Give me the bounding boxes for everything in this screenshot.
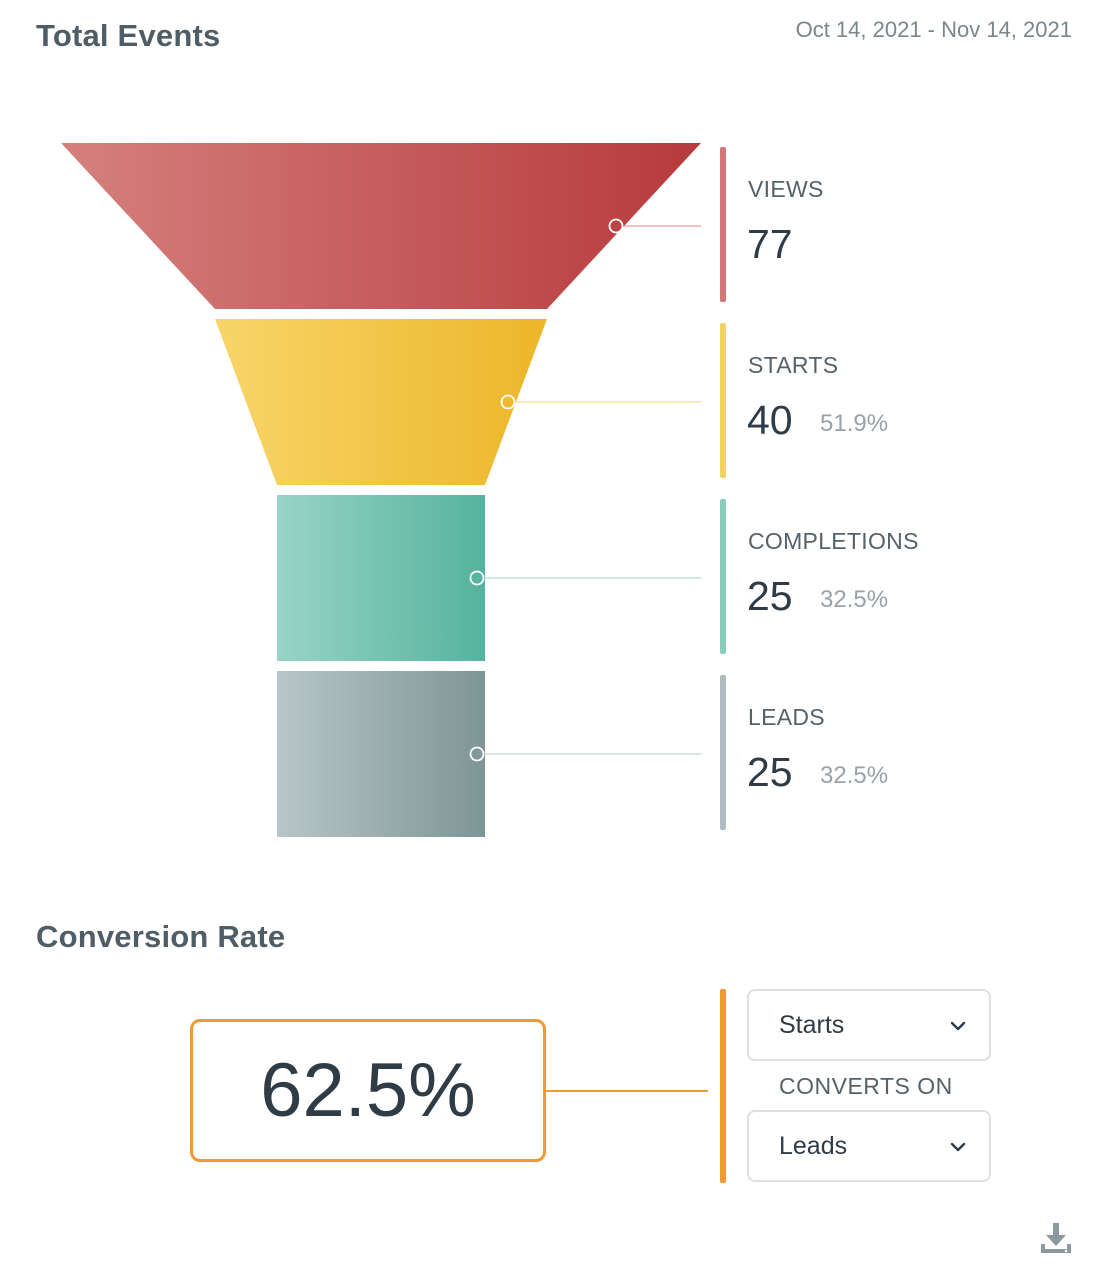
stage-label: COMPLETIONS (748, 528, 919, 554)
stage-label: VIEWS (748, 176, 824, 202)
to-stage-select[interactable]: Leads (747, 1110, 991, 1182)
rate-accent-bar (720, 989, 726, 1183)
conversion-rate-value: 62.5% (190, 1019, 546, 1162)
funnel-segment-starts[interactable] (215, 319, 547, 485)
stage-color-bar (720, 499, 726, 654)
funnel-segment-leads[interactable] (277, 671, 485, 837)
stage-stat-starts: STARTS 40 51.9% (720, 323, 1080, 481)
stage-label: LEADS (748, 704, 825, 730)
stage-percent: 32.5% (820, 586, 889, 613)
funnel-segment-completions[interactable] (277, 495, 485, 661)
conversion-rate-title: Conversion Rate (36, 919, 286, 954)
stage-percent: 51.9% (820, 410, 889, 437)
funnel-chart (61, 143, 701, 837)
stage-color-bar (720, 147, 726, 302)
stage-stat-completions: COMPLETIONS 25 32.5% (720, 499, 1080, 657)
funnel-marker-completions (469, 570, 485, 586)
to-stage-selected: Leads (779, 1131, 848, 1160)
rate-connector-line (546, 1090, 708, 1092)
total-events-title: Total Events (36, 18, 221, 53)
stage-stat-leads: LEADS 25 32.5% (720, 675, 1080, 833)
stage-color-bar (720, 323, 726, 478)
stage-color-bar (720, 675, 726, 830)
stage-value: 25 (747, 749, 793, 795)
converts-on-label: CONVERTS ON (779, 1073, 953, 1099)
download-icon[interactable] (1038, 1220, 1074, 1256)
date-range[interactable]: Oct 14, 2021 - Nov 14, 2021 (795, 17, 1072, 42)
funnel-marker-leads (469, 746, 485, 762)
funnel-segment-views[interactable] (61, 143, 701, 309)
chevron-down-icon (950, 1021, 966, 1031)
stage-stat-views: VIEWS 77 (720, 147, 1080, 305)
stage-label: STARTS (748, 352, 839, 378)
from-stage-selected: Starts (779, 1010, 845, 1039)
funnel-marker-starts (500, 394, 516, 410)
chevron-down-icon (950, 1142, 966, 1152)
stage-percent: 32.5% (820, 762, 889, 789)
from-stage-select[interactable]: Starts (747, 989, 991, 1061)
stage-value: 77 (747, 221, 793, 267)
funnel-marker-views (608, 218, 624, 234)
stage-value: 40 (747, 397, 793, 443)
stage-value: 25 (747, 573, 793, 619)
